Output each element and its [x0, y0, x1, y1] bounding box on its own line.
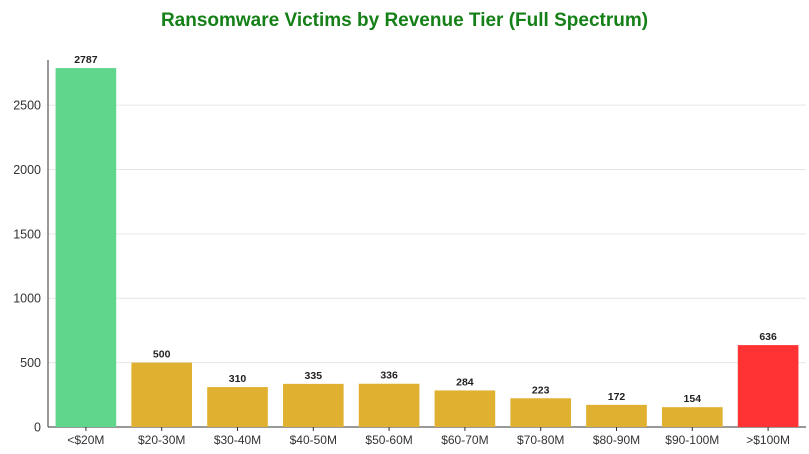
y-tick-label-2500: 2500 — [13, 99, 41, 113]
bar-4 — [358, 383, 420, 427]
bar-3 — [282, 383, 344, 427]
bar-5 — [434, 390, 496, 427]
data-label-5: 284 — [456, 376, 474, 388]
y-tick-label-500: 500 — [20, 356, 41, 370]
bar-6 — [510, 398, 572, 427]
bar-2 — [207, 387, 268, 427]
data-label-1: 500 — [153, 349, 171, 361]
chart-title: Ransomware Victims by Revenue Tier (Full… — [160, 10, 649, 31]
y-tick-label-0: 0 — [34, 421, 41, 435]
data-label-2: 310 — [229, 373, 247, 385]
x-tick-label-4: $50-60M — [365, 433, 412, 447]
x-tick-label-8: $90-100M — [665, 433, 719, 447]
data-label-7: 172 — [608, 391, 626, 403]
y-tick-label-2000: 2000 — [13, 163, 41, 177]
data-label-4: 336 — [380, 370, 398, 382]
x-tick-label-2: $30-40M — [214, 433, 261, 447]
bar-layer — [55, 68, 799, 427]
data-label-3: 335 — [305, 370, 323, 382]
y-tick-label-1000: 1000 — [13, 292, 41, 306]
label-layer: 2787 500 310 335 336 284 223 172 154 636 — [74, 54, 777, 405]
x-tick-label-0: <$20M — [67, 433, 104, 447]
bar-7 — [586, 404, 647, 427]
bar-8 — [661, 407, 723, 427]
data-label-9: 636 — [759, 331, 777, 343]
data-label-0: 2787 — [74, 54, 98, 66]
x-tick-label-3: $40-50M — [290, 433, 337, 447]
x-tick-label-6: $70-80M — [517, 433, 564, 447]
x-tick-label-5: $60-70M — [441, 433, 488, 447]
x-tick-label-1: $20-30M — [138, 433, 185, 447]
x-tick-label-9: >$100M — [746, 433, 790, 447]
data-label-6: 223 — [532, 384, 550, 396]
bar-9 — [737, 345, 799, 427]
grid-layer — [48, 104, 806, 364]
bar-1 — [131, 362, 193, 427]
data-label-8: 154 — [684, 393, 702, 405]
y-tick-label-1500: 1500 — [13, 227, 41, 241]
x-tick-label-7: $80-90M — [593, 433, 640, 447]
bar-0 — [55, 68, 117, 427]
